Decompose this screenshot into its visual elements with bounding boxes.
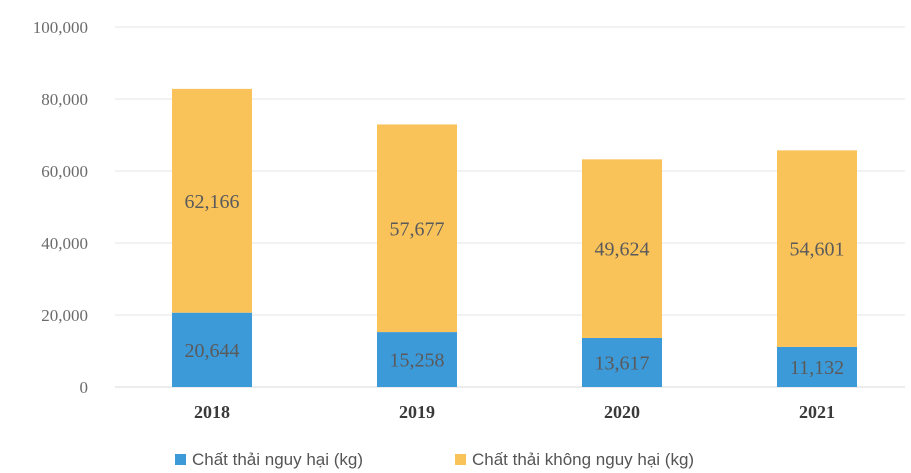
data-label: 54,601	[790, 239, 845, 261]
legend-label: Chất thải nguy hại (kg)	[192, 450, 363, 469]
bar-segment	[172, 312, 252, 387]
x-tick-label: 2020	[604, 402, 640, 422]
y-tick-label: 0	[80, 378, 89, 397]
legend-label: Chất thải không nguy hại (kg)	[472, 450, 694, 469]
bar-segment	[777, 150, 857, 347]
data-label: 49,624	[595, 239, 650, 261]
data-label: 13,617	[595, 352, 650, 374]
bar-segment	[777, 346, 857, 387]
data-label: 62,166	[185, 191, 240, 213]
bar-segment	[582, 159, 662, 338]
bar-segment	[172, 88, 252, 313]
x-tick-label: 2019	[399, 402, 435, 422]
bars	[172, 88, 857, 387]
y-tick-label: 40,000	[41, 234, 88, 253]
x-axis-categories: 2018 2019 2020 2021	[194, 402, 835, 422]
legend-swatch	[455, 454, 466, 465]
y-tick-label: 100,000	[33, 18, 88, 37]
x-tick-label: 2021	[799, 402, 835, 422]
y-tick-label: 20,000	[41, 306, 88, 325]
x-tick-label: 2018	[194, 402, 230, 422]
data-label: 57,677	[390, 218, 445, 240]
y-tick-label: 80,000	[41, 90, 88, 109]
bar-segment	[377, 124, 457, 333]
y-tick-label: 60,000	[41, 162, 88, 181]
legend-swatch	[175, 454, 186, 465]
data-label: 11,132	[790, 357, 844, 379]
bar-segment	[377, 332, 457, 387]
y-axis-ticks: 0 20,000 40,000 60,000 80,000 100,000	[33, 18, 88, 397]
data-labels: 20,644 62,166 15,258 57,677 13,617 49,624 11,1…	[185, 191, 845, 379]
legend: Chất thải nguy hại (kg) Chất thải không n…	[175, 450, 694, 469]
data-label: 15,258	[390, 350, 445, 372]
data-label: 20,644	[185, 340, 240, 362]
bar-segment	[582, 337, 662, 387]
